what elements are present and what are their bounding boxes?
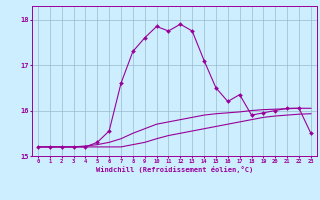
X-axis label: Windchill (Refroidissement éolien,°C): Windchill (Refroidissement éolien,°C) [96,166,253,173]
